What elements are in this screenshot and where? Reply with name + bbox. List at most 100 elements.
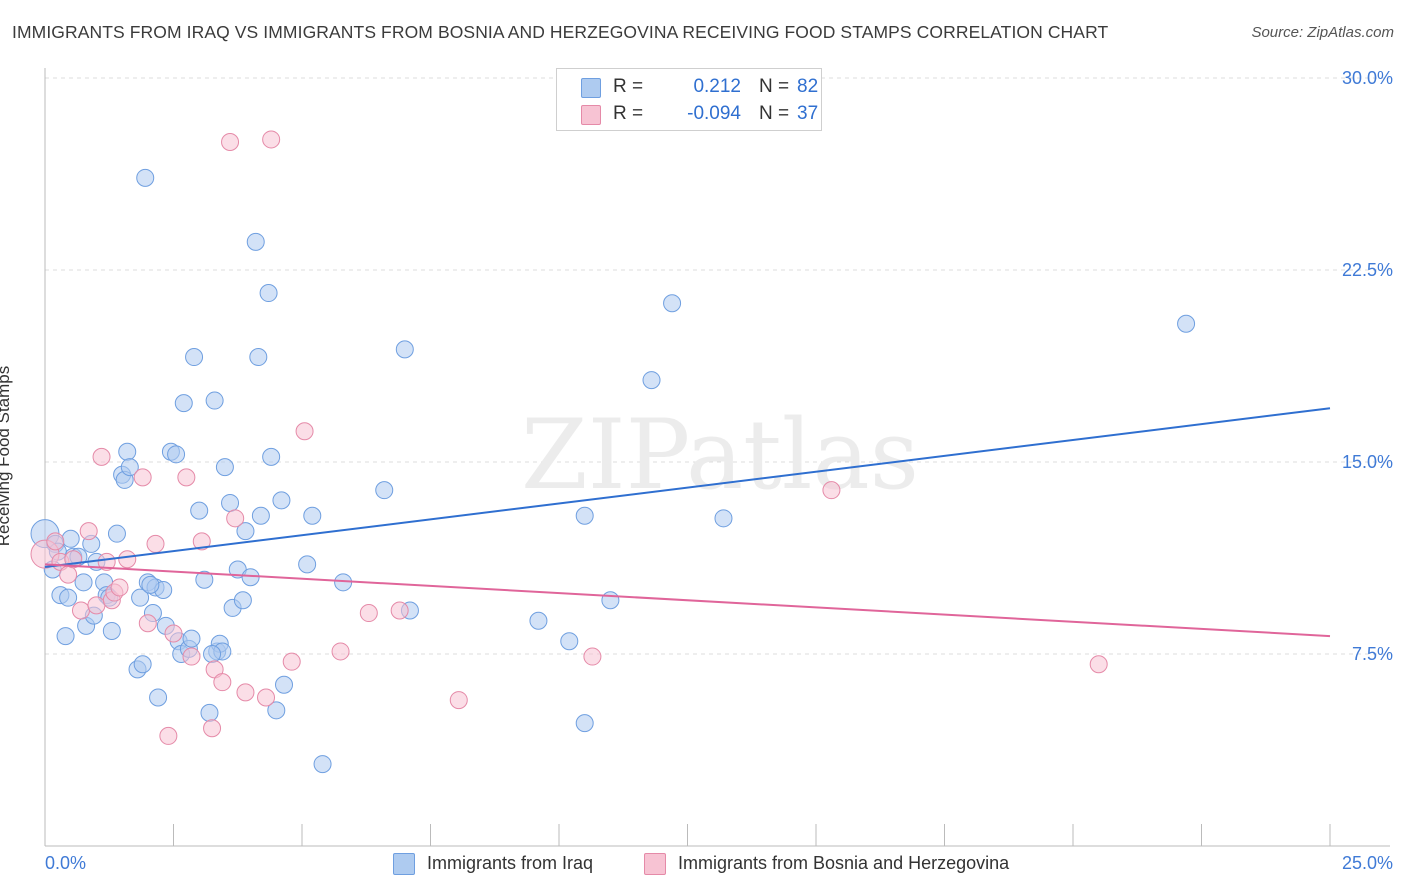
data-point-bosnia: [282, 652, 301, 671]
data-point-iraq: [714, 509, 733, 528]
trend-line-iraq: [44, 407, 1331, 568]
data-point-bosnia: [182, 647, 201, 666]
data-point-iraq: [190, 501, 209, 520]
data-point-iraq: [215, 458, 234, 477]
data-point-bosnia: [221, 133, 240, 151]
data-point-iraq: [118, 442, 137, 461]
data-point-bosnia: [138, 614, 157, 633]
data-point-bosnia: [236, 683, 255, 702]
data-point-iraq: [174, 394, 193, 413]
data-point-bosnia: [164, 624, 183, 643]
data-point-iraq: [59, 588, 78, 607]
data-point-bosnia: [192, 532, 211, 551]
data-point-bosnia: [146, 534, 165, 553]
legend-n-value: 37: [797, 103, 819, 124]
data-point-iraq: [303, 506, 322, 525]
grid-lines: [45, 77, 1390, 655]
data-point-iraq: [74, 573, 93, 592]
data-point-bosnia: [159, 726, 178, 745]
data-point-iraq: [1177, 314, 1196, 333]
data-point-iraq: [167, 445, 186, 464]
bottom-legend-swatch-iraq: [393, 853, 415, 875]
bottom-legend-label-iraq: Immigrants from Iraq: [427, 853, 594, 873]
chart-title: IMMIGRANTS FROM IRAQ VS IMMIGRANTS FROM …: [12, 22, 1109, 42]
data-point-iraq: [395, 340, 414, 359]
data-point-bosnia: [257, 688, 276, 707]
data-point-iraq: [272, 491, 291, 510]
data-point-iraq: [313, 755, 332, 774]
axes: [44, 68, 1390, 847]
data-point-iraq: [663, 294, 682, 313]
data-point-iraq: [102, 621, 121, 640]
legend-r-value: 0.212: [693, 76, 741, 97]
data-point-bosnia: [822, 481, 841, 500]
legend-r-value: -0.094: [687, 103, 741, 124]
data-point-bosnia: [390, 601, 409, 620]
legend-n-label: N =: [759, 76, 790, 97]
data-point-iraq: [233, 591, 252, 610]
data-point-bosnia: [79, 522, 98, 541]
data-point-iraq: [298, 555, 317, 574]
x-tick-label: 25.0%: [1342, 853, 1393, 873]
y-axis-label: Receiving Food Stamps: [0, 365, 13, 547]
data-point-bosnia: [177, 468, 196, 487]
legend-swatch-iraq: [581, 78, 601, 98]
data-point-iraq: [575, 714, 594, 733]
data-point-iraq: [205, 391, 224, 410]
data-point-bosnia: [203, 719, 222, 738]
data-point-bosnia: [97, 552, 116, 571]
data-point-iraq: [529, 611, 548, 630]
y-tick-label: 15.0%: [1342, 452, 1393, 472]
data-point-iraq: [120, 458, 139, 477]
watermark: ZIPatlas: [521, 399, 919, 511]
bottom-legend-swatch-bosnia: [644, 853, 666, 875]
data-point-bosnia: [133, 468, 152, 487]
data-point-bosnia: [449, 691, 468, 710]
data-point-iraq: [149, 688, 168, 707]
y-tick-label: 22.5%: [1342, 260, 1393, 280]
data-point-iraq: [133, 655, 152, 674]
bottom-legend-label-bosnia: Immigrants from Bosnia and Herzegovina: [678, 853, 1010, 873]
data-point-bosnia: [59, 565, 78, 584]
data-point-bosnia: [110, 578, 129, 597]
data-point-bosnia: [226, 509, 245, 528]
data-point-iraq: [560, 632, 579, 651]
data-point-iraq: [203, 645, 222, 663]
trend-line-bosnia: [44, 563, 1331, 638]
data-point-bosnia: [213, 673, 232, 692]
data-point-iraq: [221, 493, 240, 512]
data-point-iraq: [601, 591, 620, 610]
data-point-bosnia: [92, 447, 111, 466]
data-point-iraq: [249, 348, 268, 367]
data-point-iraq: [56, 627, 75, 646]
data-point-iraq: [642, 371, 661, 390]
data-point-bosnia: [295, 422, 314, 441]
x-tick-label: 0.0%: [45, 853, 86, 873]
data-point-iraq: [575, 506, 594, 525]
legend-swatch-bosnia: [581, 105, 601, 125]
data-point-iraq: [236, 522, 255, 541]
data-point-iraq: [131, 588, 150, 607]
stats-legend: R = 0.212 N = 82 R = -0.094 N = 37: [556, 68, 822, 131]
data-point-iraq: [251, 506, 270, 525]
y-tick-label: 30.0%: [1342, 68, 1393, 88]
data-point-iraq: [375, 481, 394, 500]
y-tick-label: 7.5%: [1352, 644, 1393, 664]
legend-r-label: R =: [613, 76, 644, 97]
data-point-iraq: [61, 529, 80, 548]
source-label: Source: ZipAtlas.com: [1251, 24, 1394, 41]
data-point-iraq: [185, 348, 204, 367]
legend-n-value: 82: [797, 76, 819, 97]
data-point-iraq: [107, 524, 126, 543]
data-point-iraq: [182, 629, 201, 648]
data-point-iraq: [136, 168, 155, 187]
tick-labels: 7.5% 15.0% 22.5% 30.0% 0.0% 25.0%: [45, 68, 1393, 873]
data-point-bosnia: [1089, 655, 1108, 674]
data-point-bosnia: [118, 550, 137, 569]
data-point-iraq: [246, 232, 265, 251]
data-point-bosnia: [87, 596, 106, 615]
data-point-iraq: [262, 447, 281, 466]
data-point-iraq: [200, 703, 219, 722]
data-point-bosnia: [331, 642, 350, 661]
